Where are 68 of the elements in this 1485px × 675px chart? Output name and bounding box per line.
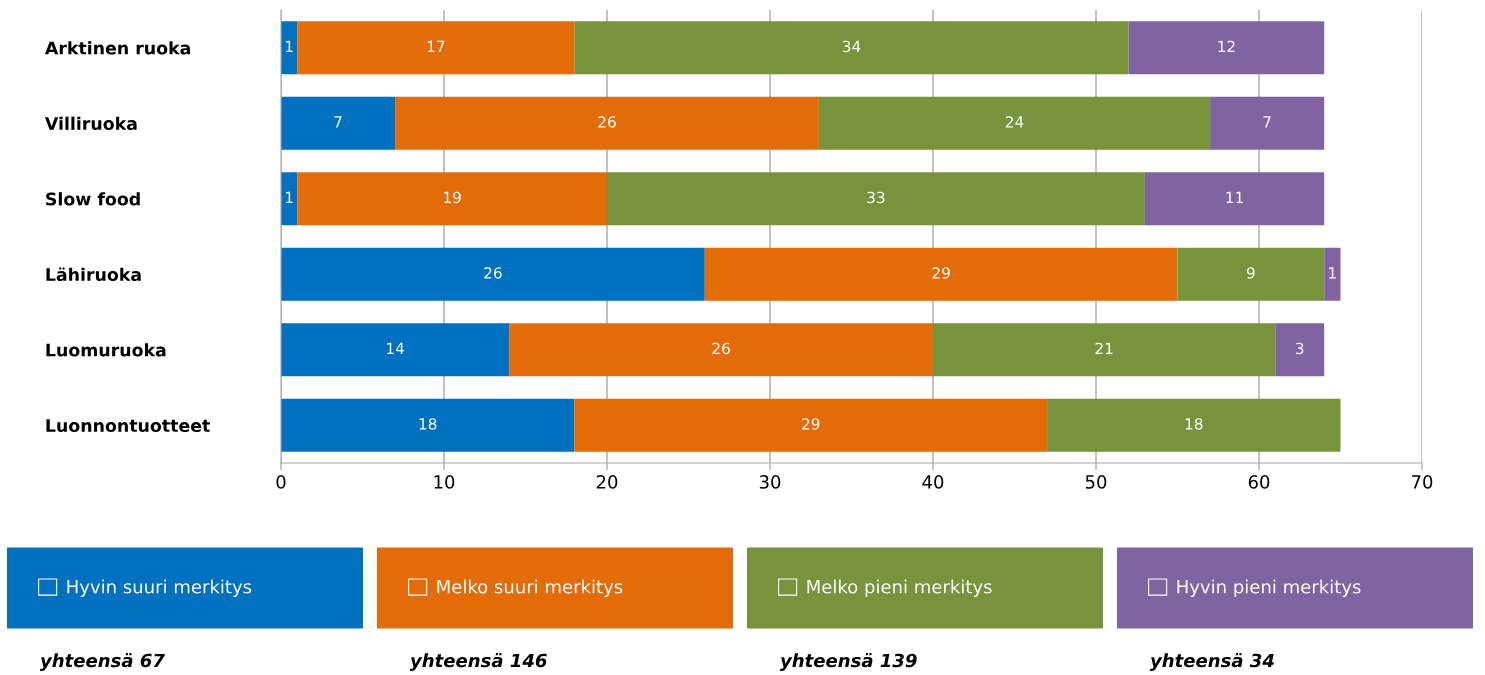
legend-label: Hyvin pieni merkitys (1177, 579, 1361, 598)
x-tick-label: 30 (759, 475, 781, 489)
data-label: 11 (1226, 191, 1243, 203)
data-label: 1 (285, 40, 293, 52)
data-label: 34 (842, 40, 861, 53)
bar (1144, 172, 1325, 226)
y-tick-label: Luomuruoka (46, 343, 166, 357)
bar (509, 323, 933, 377)
data-label: 26 (484, 267, 502, 279)
bar (281, 247, 705, 301)
x-tick-label: 0 (276, 475, 286, 489)
data-label: 21 (1095, 342, 1113, 354)
data-label: 19 (444, 191, 461, 204)
data-label: 29 (932, 267, 950, 279)
text: yhteensä 34 (1150, 653, 1274, 671)
text: yhteensä 139 (780, 653, 917, 671)
x-tick-label: 40 (922, 475, 944, 489)
legend-label: Melko suuri merkitys (437, 579, 623, 598)
legend-label: Melko pieni merkitys (807, 579, 992, 598)
x-tick-label: 60 (1248, 475, 1270, 489)
bar (933, 323, 1276, 377)
data-label: 14 (387, 342, 404, 354)
bar (1210, 96, 1325, 150)
data-label: 1 (1329, 267, 1336, 279)
data-label: 24 (1005, 116, 1024, 128)
data-label: 18 (1185, 418, 1203, 430)
bar (574, 398, 1048, 452)
data-label: 1 (285, 191, 293, 203)
x-tick-label: 50 (1085, 475, 1107, 489)
legend-label: Hyvin suuri merkitys (67, 579, 252, 598)
data-label: 12 (1218, 40, 1235, 52)
text: yhteensä 67 (40, 653, 165, 671)
bar (1047, 398, 1341, 452)
y-tick-label: Lähiruoka (46, 267, 141, 282)
data-label: 9 (1246, 267, 1255, 279)
y-tick-label: Slow food (46, 192, 140, 206)
bar (1324, 247, 1341, 301)
bar (1128, 21, 1325, 75)
bar (607, 172, 1145, 226)
x-tick-label: 10 (434, 475, 455, 489)
data-label: 26 (598, 116, 616, 128)
bar (281, 323, 510, 377)
text: yhteensä 146 (410, 653, 547, 671)
x-tick-label: 20 (596, 475, 618, 489)
bar (297, 21, 575, 75)
bar (281, 21, 298, 75)
data-label: 26 (712, 342, 730, 355)
bar (1275, 323, 1325, 377)
data-label: 7 (1263, 116, 1271, 128)
data-label: 3 (1296, 342, 1304, 355)
data-label: 33 (867, 191, 885, 204)
bar (574, 21, 1129, 75)
y-tick-label: Villiruoka (44, 116, 137, 131)
bar (704, 247, 1178, 301)
bar (818, 96, 1211, 150)
bar (1177, 247, 1325, 301)
bar (281, 398, 575, 452)
data-label: 18 (419, 418, 437, 430)
data-label: 7 (334, 116, 342, 128)
bar (281, 172, 298, 226)
y-tick-label: Luonnontuotteet (46, 419, 210, 433)
y-tick-label: Arktinen ruoka (44, 41, 190, 55)
bar (281, 96, 396, 150)
bar (395, 96, 819, 150)
data-label: 29 (802, 418, 820, 430)
bar (297, 172, 607, 226)
x-tick-label: 70 (1411, 475, 1433, 489)
data-label: 17 (427, 40, 445, 52)
